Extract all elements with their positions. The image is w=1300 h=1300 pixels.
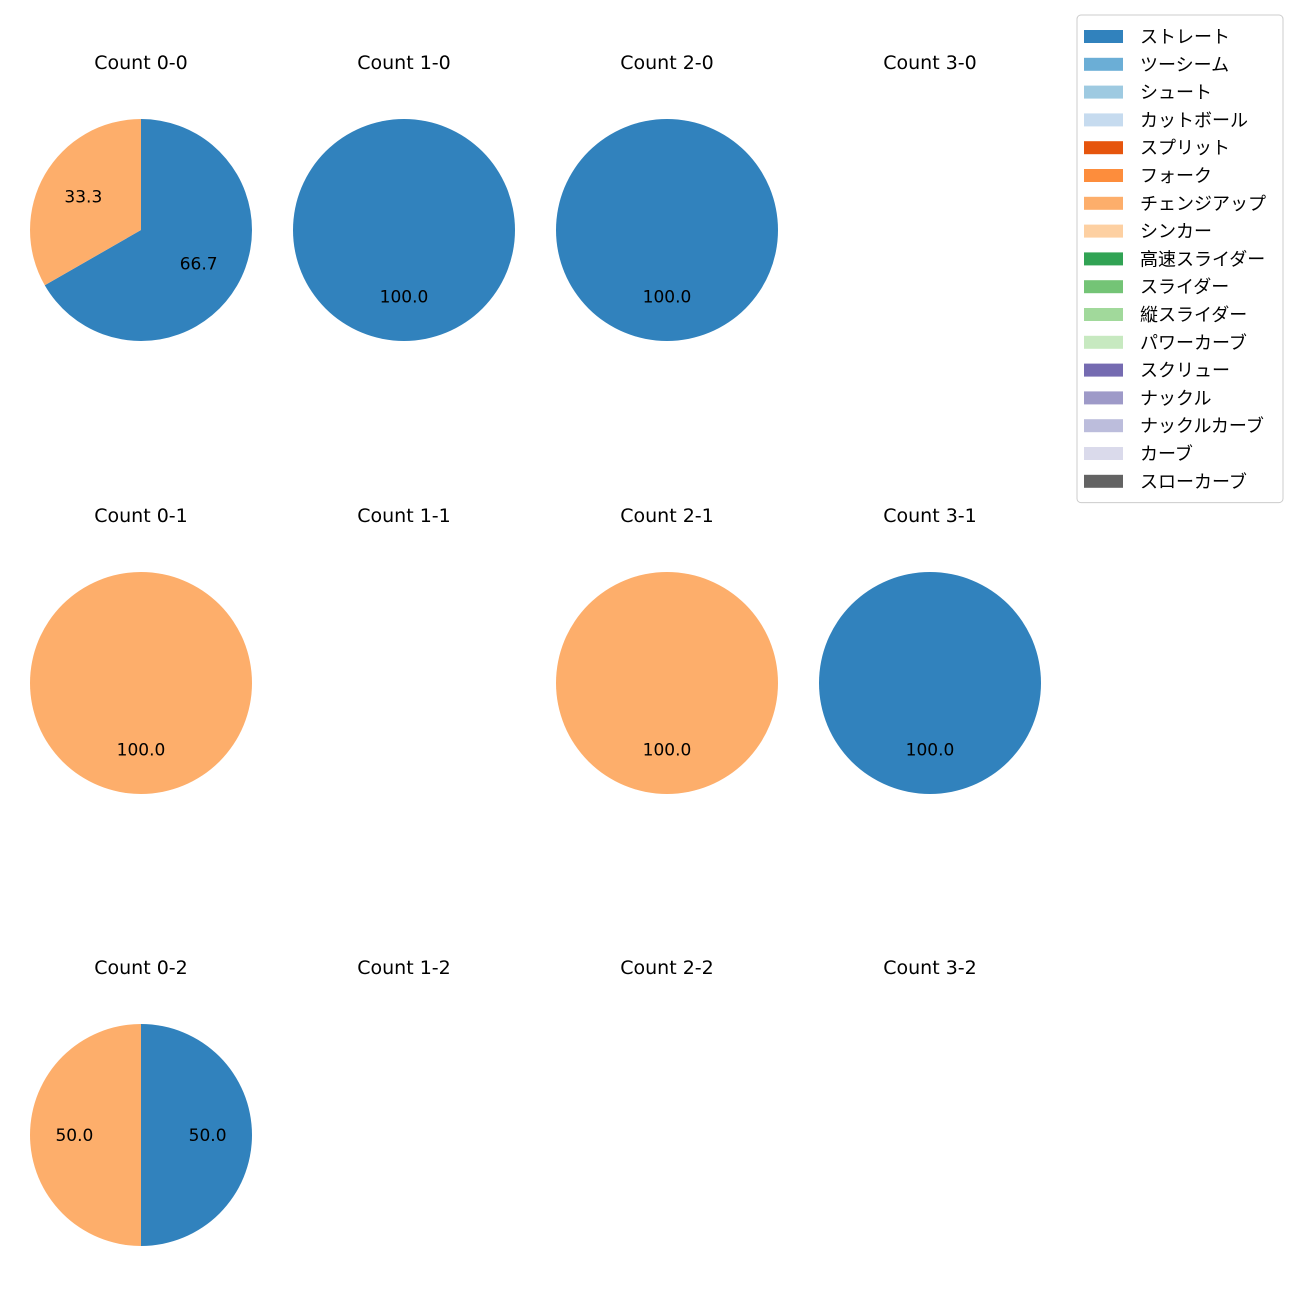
slice-percent-label: 100.0 <box>380 288 429 308</box>
legend-swatch <box>1084 391 1123 405</box>
subplot: Count 0-2 50.0 50.0 <box>30 957 252 1246</box>
legend-swatch <box>1084 57 1123 71</box>
slice-percent-label: 50.0 <box>189 1126 227 1146</box>
legend-swatch <box>1084 224 1123 238</box>
subplot: Count 0-1 100.0 <box>30 505 252 794</box>
legend-label: ナックル <box>1140 388 1211 409</box>
legend-label: パワーカーブ <box>1140 332 1247 354</box>
pie-slice <box>44 119 253 341</box>
subplot: Count 2-1 100.0 <box>556 505 778 794</box>
subplot-title: Count 3-2 <box>883 957 977 979</box>
subplot: Count 3-1 100.0 <box>819 505 1041 794</box>
legend-label: カーブ <box>1140 443 1193 465</box>
slice-percent-label: 66.7 <box>180 254 218 274</box>
legend-label: スローカーブ <box>1140 471 1247 493</box>
legend-label: スプリット <box>1140 138 1230 159</box>
legend-swatch <box>1084 169 1123 182</box>
subplot-title: Count 0-0 <box>94 52 188 74</box>
legend-swatch <box>1084 447 1123 460</box>
subplot: Count 2-0 100.0 <box>556 52 778 341</box>
legend-swatch <box>1084 419 1123 433</box>
subplot-title: Count 0-2 <box>94 957 188 979</box>
legend-label: ツーシーム <box>1140 55 1229 76</box>
legend: ストレートツーシームシュートカットボールスプリットフォークチェンジアップシンカー… <box>1076 14 1284 504</box>
subplot-title: Count 3-1 <box>883 505 977 527</box>
legend-swatch <box>1084 85 1123 99</box>
legend-label: チェンジアップ <box>1140 194 1266 215</box>
subplot-title: Count 1-0 <box>357 52 451 74</box>
legend-swatch <box>1084 113 1123 127</box>
legend-swatch <box>1084 474 1123 488</box>
slice-percent-label: 100.0 <box>643 741 692 761</box>
legend-label: ストレート <box>1140 27 1230 48</box>
subplot-title: Count 2-0 <box>620 52 714 74</box>
slice-percent-label: 100.0 <box>906 741 955 761</box>
subplot-title: Count 2-1 <box>620 505 714 527</box>
subplot-title: Count 3-0 <box>883 52 977 74</box>
subplot: Count 3-2 <box>883 957 977 979</box>
legend-label: スクリュー <box>1140 361 1230 382</box>
slice-percent-label: 100.0 <box>643 288 692 308</box>
legend-label: 高速スライダー <box>1140 249 1265 270</box>
pie-slice <box>556 119 778 341</box>
legend-swatch <box>1084 196 1123 210</box>
subplot-title: Count 1-1 <box>357 505 451 527</box>
legend-swatch <box>1084 252 1123 266</box>
pie-slice <box>30 572 252 794</box>
legend-swatch <box>1084 335 1123 349</box>
legend-label: シンカー <box>1140 222 1212 243</box>
subplot: Count 1-1 <box>357 505 451 527</box>
slice-percent-label: 33.3 <box>64 188 102 208</box>
slice-percent-label: 50.0 <box>55 1126 93 1146</box>
subplot: Count 0-0 66.7 33.3 <box>29 52 253 341</box>
legend-swatch <box>1084 141 1123 155</box>
legend-label: フォーク <box>1140 166 1212 187</box>
legend-swatch <box>1084 308 1123 321</box>
legend-swatch <box>1084 30 1123 43</box>
subplot: Count 3-0 <box>883 52 977 74</box>
pie-slice <box>29 119 142 286</box>
pie-slice <box>556 572 778 794</box>
pie-slice <box>819 572 1041 794</box>
subplot: Count 2-2 <box>620 957 714 979</box>
pie-slice <box>30 1024 141 1246</box>
subplot: Count 1-0 100.0 <box>293 52 515 341</box>
pie-slice <box>141 1024 252 1246</box>
legend-label: ナックルカーブ <box>1140 415 1264 437</box>
legend-label: カットボール <box>1140 110 1248 131</box>
subplot-title: Count 2-2 <box>620 957 714 979</box>
legend-label: シュート <box>1140 83 1212 104</box>
legend-swatch <box>1084 363 1123 377</box>
legend-label: 縦スライダー <box>1140 305 1247 326</box>
pie-slice <box>293 119 515 341</box>
subplot: Count 1-2 <box>357 957 451 979</box>
legend-swatch <box>1084 280 1123 294</box>
slice-percent-label: 100.0 <box>117 741 166 761</box>
legend-label: スライダー <box>1140 277 1229 298</box>
subplot-title: Count 1-2 <box>357 957 451 979</box>
subplot-title: Count 0-1 <box>94 505 188 527</box>
legend-frame <box>1076 14 1284 504</box>
